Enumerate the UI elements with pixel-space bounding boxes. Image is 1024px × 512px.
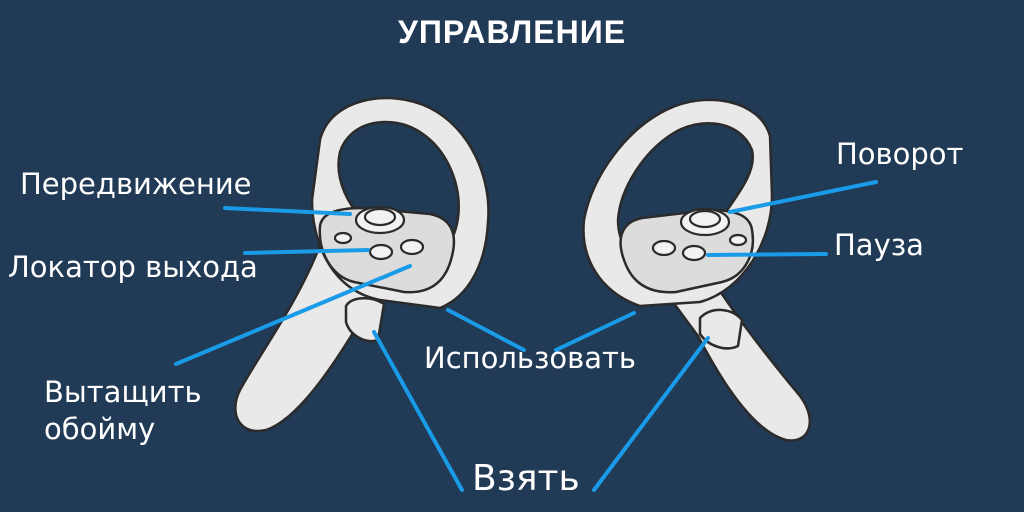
label-grab: Взять <box>472 458 580 499</box>
label-use: Использовать <box>424 341 636 375</box>
label-eject-mag-line1: Вытащить <box>44 375 202 409</box>
left-vr-controller-icon <box>234 96 490 433</box>
pointer-grab-right <box>592 336 710 492</box>
pointer-turn <box>728 180 878 214</box>
label-turn: Поворот <box>836 137 964 171</box>
pointer-eject-mag <box>174 264 412 366</box>
pointer-use-left <box>446 308 526 352</box>
pointer-grab-left <box>372 330 464 492</box>
pointer-move <box>223 206 352 216</box>
label-eject-mag: Вытащить обойму <box>44 374 202 448</box>
label-pause: Пауза <box>834 228 924 262</box>
right-vr-controller-icon <box>582 98 811 442</box>
label-eject-mag-line2: обойму <box>44 412 156 447</box>
pointer-exit-locator <box>243 248 370 255</box>
label-exit-locator: Локатор выхода <box>8 250 258 284</box>
pointer-pause <box>706 252 828 257</box>
label-move: Передвижение <box>20 167 252 201</box>
page-title: УПРАВЛЕНИЕ <box>397 14 627 50</box>
pointer-use-right <box>554 311 636 352</box>
